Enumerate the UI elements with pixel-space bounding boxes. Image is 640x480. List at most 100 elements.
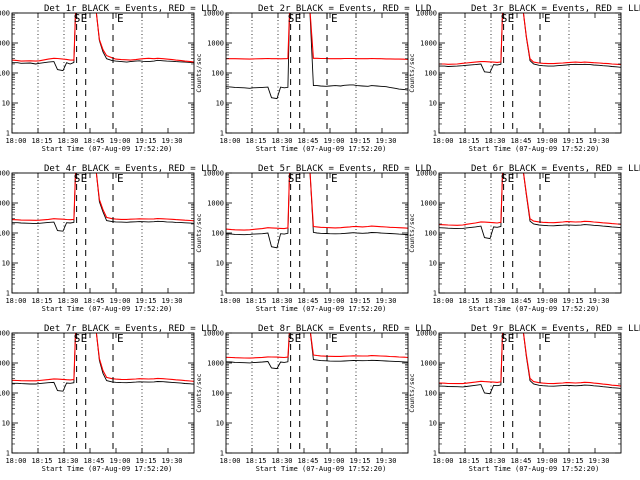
panel-title: Det 9r BLACK = Events, RED = LLD <box>471 324 640 334</box>
x-tick-label: 18:30 <box>484 137 505 145</box>
y-tick-label: 1000 <box>0 360 10 368</box>
marker-label: S <box>74 172 81 185</box>
panel-1: Det 1r BLACK = Events, RED = LLDESE11010… <box>0 4 217 153</box>
y-tick-label: 100 <box>424 70 437 78</box>
y-tick-label: 1 <box>433 130 437 138</box>
traces <box>12 173 194 232</box>
plot-frame <box>438 332 622 454</box>
y-tick-label: 100 <box>0 70 10 78</box>
x-axis-label: Start Time (07-Aug-09 17:52:20) <box>469 145 600 153</box>
y-tick-label: 100 <box>424 390 437 398</box>
x-tick-label: 19:15 <box>562 137 583 145</box>
panel-title: Det 4r BLACK = Events, RED = LLD <box>44 164 217 174</box>
x-axis-label: Start Time (07-Aug-09 17:52:20) <box>42 465 173 473</box>
traces <box>12 333 194 392</box>
x-tick-label: 19:00 <box>323 297 344 305</box>
marker-label: E <box>508 172 515 185</box>
marker-label: E <box>117 332 124 345</box>
x-tick-label: 18:00 <box>432 297 453 305</box>
marker-label: S <box>501 332 508 345</box>
x-tick-label: 18:30 <box>271 457 292 465</box>
x-tick-label: 18:00 <box>432 137 453 145</box>
marker-label: E <box>117 172 124 185</box>
marker-label: E <box>331 12 338 25</box>
x-tick-label: 19:15 <box>562 457 583 465</box>
y-tick-label: 10 <box>2 260 10 268</box>
x-tick-label: 18:15 <box>31 297 52 305</box>
x-tick-label: 18:15 <box>31 457 52 465</box>
y-tick-label: 10000 <box>203 330 224 338</box>
x-tick-label: 18:15 <box>31 137 52 145</box>
x-tick-label: 19:00 <box>323 457 344 465</box>
y-tick-label: 10000 <box>203 10 224 18</box>
y-tick-label: 1000 <box>420 360 437 368</box>
x-tick-label: 19:00 <box>109 297 130 305</box>
plot-frame <box>225 332 409 454</box>
y-axis-label: Counts/sec <box>195 213 203 252</box>
marker-label: S <box>74 12 81 25</box>
events-trace <box>226 13 408 100</box>
traces <box>439 173 621 240</box>
panel-title: Det 1r BLACK = Events, RED = LLD <box>44 4 217 14</box>
events-trace <box>226 333 408 370</box>
traces <box>439 333 621 395</box>
x-tick-label: 18:30 <box>57 297 78 305</box>
x-tick-label: 18:30 <box>484 297 505 305</box>
panel-title: Det 6r BLACK = Events, RED = LLD <box>471 164 640 174</box>
y-axis-label: Counts/sec <box>195 53 203 92</box>
x-tick-label: 18:45 <box>510 457 531 465</box>
traces <box>226 333 408 370</box>
x-axis-label: Start Time (07-Aug-09 17:52:20) <box>256 145 387 153</box>
x-axis-label: Start Time (07-Aug-09 17:52:20) <box>469 305 600 313</box>
marker-label: E <box>81 172 88 185</box>
events-trace <box>12 173 194 232</box>
x-tick-label: 18:15 <box>245 457 266 465</box>
y-tick-label: 10 <box>429 420 437 428</box>
y-tick-label: 10000 <box>416 10 437 18</box>
x-tick-label: 18:00 <box>219 137 240 145</box>
y-tick-label: 1000 <box>207 360 224 368</box>
x-axis-label: Start Time (07-Aug-09 17:52:20) <box>469 465 600 473</box>
marker-label: E <box>544 172 551 185</box>
y-tick-label: 1 <box>6 450 10 458</box>
y-tick-label: 10000 <box>0 170 10 178</box>
y-tick-label: 10 <box>2 100 10 108</box>
y-tick-label: 1000 <box>0 200 10 208</box>
marker-label: S <box>288 172 295 185</box>
y-tick-label: 1 <box>6 290 10 298</box>
x-tick-label: 19:15 <box>135 137 156 145</box>
panel-title: Det 5r BLACK = Events, RED = LLD <box>258 164 431 174</box>
y-tick-label: 100 <box>0 390 10 398</box>
y-tick-label: 1000 <box>0 40 10 48</box>
panel-title: Det 2r BLACK = Events, RED = LLD <box>258 4 431 14</box>
y-tick-label: 10 <box>216 100 224 108</box>
marker-label: E <box>544 332 551 345</box>
y-tick-label: 1000 <box>420 200 437 208</box>
marker-label: S <box>74 332 81 345</box>
x-tick-label: 19:30 <box>588 457 609 465</box>
marker-label: E <box>81 12 88 25</box>
x-axis-label: Start Time (07-Aug-09 17:52:20) <box>256 305 387 313</box>
y-tick-label: 10 <box>429 100 437 108</box>
x-tick-label: 19:15 <box>349 137 370 145</box>
plot-frame <box>438 172 622 294</box>
lld-trace <box>12 333 194 382</box>
x-tick-label: 18:30 <box>271 297 292 305</box>
traces <box>226 13 408 100</box>
marker-label: E <box>544 12 551 25</box>
x-tick-label: 18:45 <box>83 457 104 465</box>
events-trace <box>226 173 408 249</box>
x-tick-label: 19:00 <box>323 137 344 145</box>
x-axis-label: Start Time (07-Aug-09 17:52:20) <box>42 145 173 153</box>
traces <box>226 173 408 249</box>
x-tick-label: 18:15 <box>458 137 479 145</box>
marker-label: E <box>508 12 515 25</box>
lld-trace <box>439 173 621 226</box>
y-tick-label: 1 <box>433 290 437 298</box>
y-tick-label: 100 <box>424 230 437 238</box>
lld-trace <box>439 13 621 66</box>
y-axis-label: Counts/sec <box>408 213 416 252</box>
marker-label: E <box>331 332 338 345</box>
